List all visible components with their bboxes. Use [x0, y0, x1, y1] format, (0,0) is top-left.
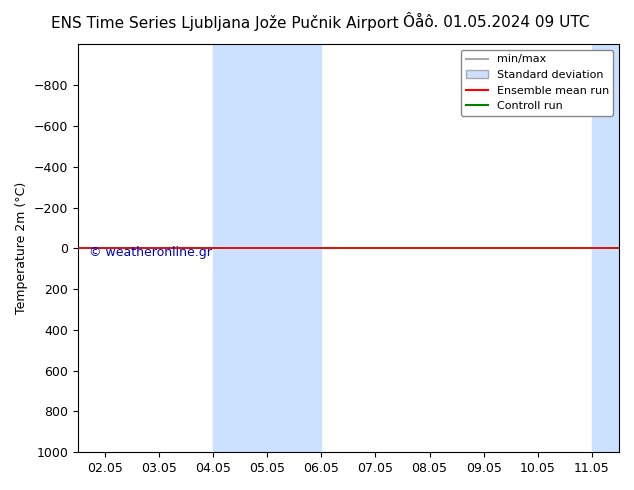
- Text: Ôåô. 01.05.2024 09 UTC: Ôåô. 01.05.2024 09 UTC: [403, 15, 590, 30]
- Bar: [592, 45, 634, 452]
- Text: ENS Time Series Ljubljana Jože Pučnik Airport: ENS Time Series Ljubljana Jože Pučnik Ai…: [51, 15, 398, 31]
- Legend: min/max, Standard deviation, Ensemble mean run, Controll run: min/max, Standard deviation, Ensemble me…: [461, 50, 614, 116]
- Bar: [213, 45, 321, 452]
- Text: © weatheronline.gr: © weatheronline.gr: [89, 246, 212, 259]
- Y-axis label: Temperature 2m (°C): Temperature 2m (°C): [15, 182, 28, 315]
